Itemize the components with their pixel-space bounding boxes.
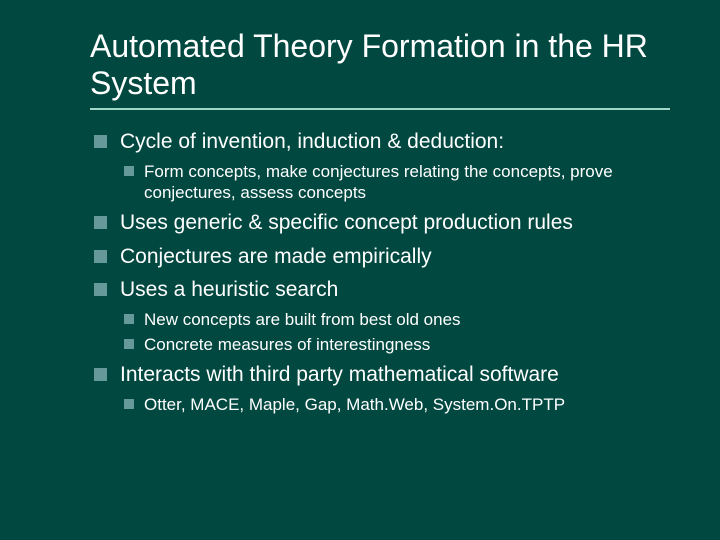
bullet-text: Concrete measures of interestingness (144, 335, 430, 354)
list-item: New concepts are built from best old one… (120, 309, 670, 330)
list-item: Cycle of invention, induction & deductio… (90, 128, 670, 204)
bullet-text: New concepts are built from best old one… (144, 310, 461, 329)
list-item: Form concepts, make conjectures relating… (120, 161, 670, 204)
list-item: Interacts with third party mathematical … (90, 361, 670, 416)
bullet-list-level1: Cycle of invention, induction & deductio… (90, 128, 670, 416)
bullet-text: Otter, MACE, Maple, Gap, Math.Web, Syste… (144, 395, 565, 414)
title-underline (90, 108, 670, 110)
bullet-text: Form concepts, make conjectures relating… (144, 162, 613, 202)
list-item: Uses a heuristic search New concepts are… (90, 276, 670, 355)
list-item: Concrete measures of interestingness (120, 334, 670, 355)
slide: Automated Theory Formation in the HR Sys… (0, 0, 720, 540)
bullet-text: Uses a heuristic search (120, 278, 338, 301)
bullet-text: Conjectures are made empirically (120, 245, 432, 268)
list-item: Otter, MACE, Maple, Gap, Math.Web, Syste… (120, 394, 670, 415)
slide-title: Automated Theory Formation in the HR Sys… (90, 28, 670, 102)
bullet-list-level2: Otter, MACE, Maple, Gap, Math.Web, Syste… (120, 394, 670, 415)
bullet-list-level2: Form concepts, make conjectures relating… (120, 161, 670, 204)
bullet-text: Interacts with third party mathematical … (120, 363, 559, 386)
list-item: Uses generic & specific concept producti… (90, 209, 670, 236)
bullet-text: Uses generic & specific concept producti… (120, 211, 573, 234)
bullet-list-level2: New concepts are built from best old one… (120, 309, 670, 355)
list-item: Conjectures are made empirically (90, 243, 670, 270)
bullet-text: Cycle of invention, induction & deductio… (120, 130, 504, 153)
